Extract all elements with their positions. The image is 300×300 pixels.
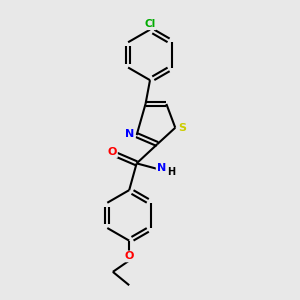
Text: O: O — [108, 147, 117, 157]
Text: O: O — [124, 251, 134, 261]
Text: S: S — [178, 123, 186, 133]
Text: N: N — [125, 129, 135, 139]
Text: Cl: Cl — [144, 19, 156, 29]
Text: H: H — [167, 167, 175, 177]
Text: N: N — [157, 163, 166, 173]
